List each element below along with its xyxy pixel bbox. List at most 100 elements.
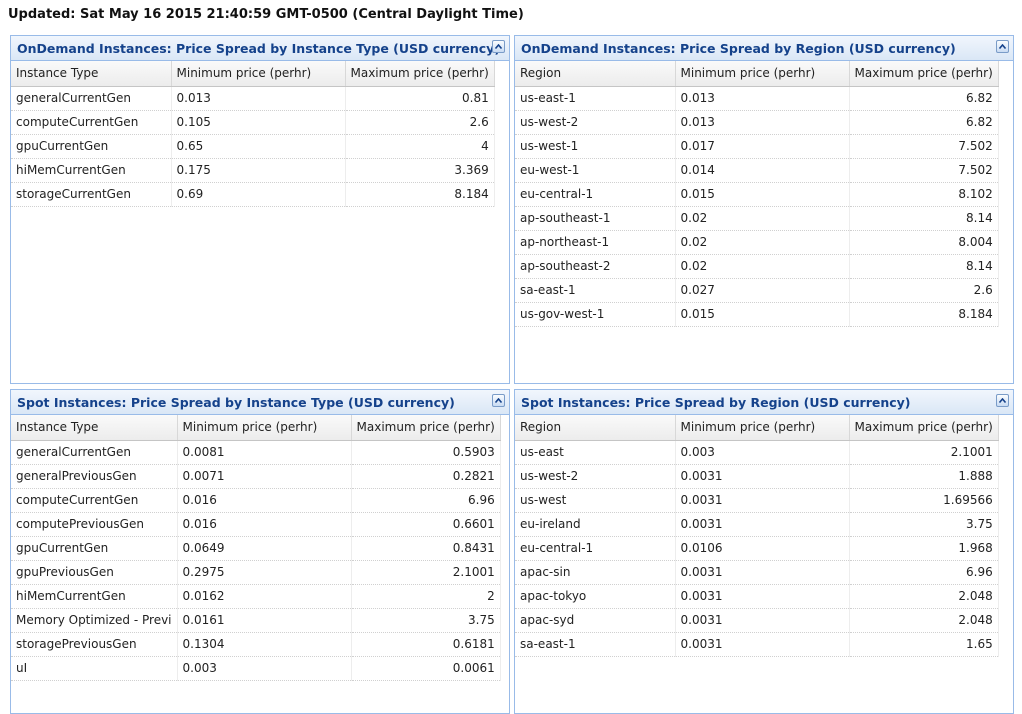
table-row[interactable]: eu-central-1 0.015 8.102: [515, 182, 999, 207]
chevron-up-icon: [495, 398, 502, 403]
chevron-up-icon: [999, 398, 1006, 403]
max-price-cell: 2.6: [849, 278, 999, 303]
column-header[interactable]: Maximum price (perhr): [849, 415, 999, 441]
panel-header[interactable]: Spot Instances: Price Spread by Instance…: [11, 390, 509, 415]
min-price-cell: 0.013: [675, 86, 850, 111]
column-header[interactable]: Instance Type: [11, 61, 172, 87]
column-header[interactable]: Region: [515, 61, 676, 87]
row-label-cell: us-east-1: [515, 86, 676, 111]
row-label-cell: gpuCurrentGen: [11, 134, 172, 159]
min-price-cell: 0.2975: [177, 560, 352, 585]
panel-header[interactable]: OnDemand Instances: Price Spread by Inst…: [11, 36, 509, 61]
table-row[interactable]: storagePreviousGen 0.1304 0.6181: [11, 632, 501, 657]
table-row[interactable]: us-west-2 0.0031 1.888: [515, 464, 999, 489]
min-price-cell: 0.0081: [177, 440, 352, 465]
min-price-cell: 0.105: [171, 110, 346, 135]
table-row[interactable]: eu-ireland 0.0031 3.75: [515, 512, 999, 537]
max-price-cell: 8.184: [849, 302, 999, 327]
table-row[interactable]: hiMemCurrentGen 0.0162 2: [11, 584, 501, 609]
row-label-cell: eu-ireland: [515, 512, 676, 537]
max-price-cell: 0.0061: [351, 656, 501, 681]
table-row[interactable]: apac-syd 0.0031 2.048: [515, 608, 999, 633]
table-row[interactable]: us-west-1 0.017 7.502: [515, 134, 999, 159]
row-label-cell: hiMemCurrentGen: [11, 158, 172, 183]
row-label-cell: generalCurrentGen: [11, 440, 178, 465]
min-price-cell: 0.0649: [177, 536, 352, 561]
min-price-cell: 0.017: [675, 134, 850, 159]
min-price-cell: 0.02: [675, 206, 850, 231]
table-row[interactable]: sa-east-1 0.027 2.6: [515, 278, 999, 303]
table-row[interactable]: ap-southeast-2 0.02 8.14: [515, 254, 999, 279]
table-row[interactable]: ap-northeast-1 0.02 8.004: [515, 230, 999, 255]
table-row[interactable]: eu-central-1 0.0106 1.968: [515, 536, 999, 561]
min-price-cell: 0.02: [675, 254, 850, 279]
table-row[interactable]: us-east-1 0.013 6.82: [515, 86, 999, 111]
table-row[interactable]: Memory Optimized - Previ 0.0161 3.75: [11, 608, 501, 633]
column-header[interactable]: Minimum price (perhr): [675, 415, 850, 441]
min-price-cell: 0.014: [675, 158, 850, 183]
min-price-cell: 0.027: [675, 278, 850, 303]
table-row[interactable]: computeCurrentGen 0.016 6.96: [11, 488, 501, 513]
column-header[interactable]: Maximum price (perhr): [351, 415, 501, 441]
table-row[interactable]: uI 0.003 0.0061: [11, 656, 501, 681]
collapse-button[interactable]: [492, 40, 505, 53]
table-row[interactable]: us-west 0.0031 1.69566: [515, 488, 999, 513]
column-header[interactable]: Instance Type: [11, 415, 178, 441]
collapse-button[interactable]: [996, 394, 1009, 407]
max-price-cell: 6.82: [849, 86, 999, 111]
table-row[interactable]: gpuPreviousGen 0.2975 2.1001: [11, 560, 501, 585]
max-price-cell: 8.004: [849, 230, 999, 255]
collapse-button[interactable]: [996, 40, 1009, 53]
max-price-cell: 0.81: [345, 86, 495, 111]
max-price-cell: 0.6181: [351, 632, 501, 657]
min-price-cell: 0.015: [675, 182, 850, 207]
min-price-cell: 0.1304: [177, 632, 352, 657]
table-row[interactable]: generalCurrentGen 0.013 0.81: [11, 86, 495, 111]
table-row[interactable]: eu-west-1 0.014 7.502: [515, 158, 999, 183]
table-row[interactable]: apac-sin 0.0031 6.96: [515, 560, 999, 585]
table-row[interactable]: ap-southeast-1 0.02 8.14: [515, 206, 999, 231]
panel-header[interactable]: OnDemand Instances: Price Spread by Regi…: [515, 36, 1013, 61]
row-label-cell: gpuCurrentGen: [11, 536, 178, 561]
table-row[interactable]: computeCurrentGen 0.105 2.6: [11, 110, 495, 135]
min-price-cell: 0.0106: [675, 536, 850, 561]
min-price-cell: 0.0031: [675, 464, 850, 489]
max-price-cell: 8.14: [849, 206, 999, 231]
max-price-cell: 6.82: [849, 110, 999, 135]
panel-header[interactable]: Spot Instances: Price Spread by Region (…: [515, 390, 1013, 415]
max-price-cell: 8.184: [345, 182, 495, 207]
table-row[interactable]: generalPreviousGen 0.0071 0.2821: [11, 464, 501, 489]
column-header[interactable]: Region: [515, 415, 676, 441]
column-header[interactable]: Minimum price (perhr): [171, 61, 346, 87]
panel-ondemand-by-region: OnDemand Instances: Price Spread by Regi…: [514, 35, 1014, 384]
row-label-cell: computeCurrentGen: [11, 110, 172, 135]
table-row[interactable]: sa-east-1 0.0031 1.65: [515, 632, 999, 657]
max-price-cell: 2.6: [345, 110, 495, 135]
row-label-cell: computePreviousGen: [11, 512, 178, 537]
panel-spot-by-type: Spot Instances: Price Spread by Instance…: [10, 389, 510, 714]
max-price-cell: 1.69566: [849, 488, 999, 513]
chevron-up-icon: [999, 44, 1006, 49]
table-row[interactable]: us-east 0.003 2.1001: [515, 440, 999, 465]
row-label-cell: computeCurrentGen: [11, 488, 178, 513]
column-header[interactable]: Maximum price (perhr): [849, 61, 999, 87]
column-header[interactable]: Minimum price (perhr): [675, 61, 850, 87]
row-label-cell: storageCurrentGen: [11, 182, 172, 207]
table-row[interactable]: computePreviousGen 0.016 0.6601: [11, 512, 501, 537]
table-row[interactable]: generalCurrentGen 0.0081 0.5903: [11, 440, 501, 465]
column-header[interactable]: Maximum price (perhr): [345, 61, 495, 87]
table-row[interactable]: apac-tokyo 0.0031 2.048: [515, 584, 999, 609]
price-table: Instance Type Minimum price (perhr) Maximu…: [11, 61, 495, 207]
table-row[interactable]: hiMemCurrentGen 0.175 3.369: [11, 158, 495, 183]
row-label-cell: gpuPreviousGen: [11, 560, 178, 585]
table-row[interactable]: us-gov-west-1 0.015 8.184: [515, 302, 999, 327]
table-row[interactable]: gpuCurrentGen 0.0649 0.8431: [11, 536, 501, 561]
collapse-button[interactable]: [492, 394, 505, 407]
row-label-cell: sa-east-1: [515, 278, 676, 303]
table-row[interactable]: storageCurrentGen 0.69 8.184: [11, 182, 495, 207]
min-price-cell: 0.65: [171, 134, 346, 159]
table-row[interactable]: us-west-2 0.013 6.82: [515, 110, 999, 135]
column-header[interactable]: Minimum price (perhr): [177, 415, 352, 441]
max-price-cell: 6.96: [849, 560, 999, 585]
table-row[interactable]: gpuCurrentGen 0.65 4: [11, 134, 495, 159]
